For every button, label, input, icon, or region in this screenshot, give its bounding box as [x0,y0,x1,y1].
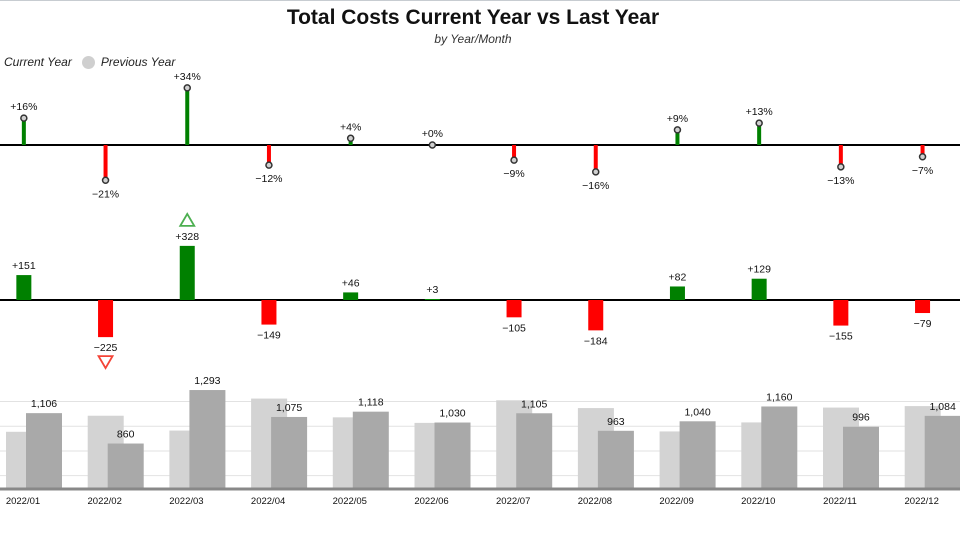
abs-label-2022/08: −184 [584,335,608,347]
pct-label-2022/09: +9% [667,113,688,125]
abs-label-2022/12: −79 [914,318,932,330]
value-label-2022/01: 1,106 [31,398,57,410]
value-label-2022/03: 1,293 [194,375,220,387]
pct-label-2022/03: +34% [174,71,201,83]
max-marker-icon [178,212,196,227]
pct-label-2022/12: −7% [912,165,933,177]
value-label-2022/09: 1,040 [684,406,710,418]
pct-pin-head-2022/11 [837,163,845,171]
cur-bar-2022/06 [434,422,471,488]
value-label-2022/12: 1,084 [930,401,956,413]
abs-bar-2022/09 [669,286,685,300]
x-tick-2022/12: 2022/12 [905,496,939,507]
cur-bar-2022/07 [516,413,553,488]
abs-bar-2022/11 [833,300,849,326]
cur-bar-2022/05 [352,411,389,488]
pct-pin-head-2022/10 [755,119,763,127]
abs-bar-2022/07 [506,300,522,318]
pct-label-2022/08: −16% [582,180,609,192]
pct-pin-head-2022/05 [346,134,355,143]
x-tick-2022/02: 2022/02 [88,496,122,507]
pct-pin-head-2022/09 [673,126,682,134]
abs-bar-2022/12 [915,300,931,314]
abs-bar-2022/04 [261,300,277,325]
pct-label-2022/10: +13% [746,106,773,118]
pct-pin-head-2022/01 [20,114,28,122]
abs-bar-2022/05 [343,292,359,300]
value-label-2022/10: 1,160 [766,391,792,403]
cur-bar-2022/11 [843,426,879,488]
cur-bar-2022/02 [107,443,144,488]
pct-pin-head-2022/08 [592,168,600,176]
x-tick-2022/03: 2022/03 [169,496,203,507]
cur-bar-2022/03 [189,390,226,488]
value-label-2022/05: 1,118 [358,397,384,409]
pct-label-2022/11: −13% [827,175,854,187]
value-label-2022/08: 963 [607,416,625,428]
cur-bar-2022/09 [679,421,716,488]
legend: Current Year Previous Year [4,55,175,69]
top-border [0,0,960,1]
pct-label-2022/04: −12% [255,173,282,185]
value-label-2022/06: 1,030 [439,408,465,420]
legend-current-label: Current Year [4,55,72,69]
abs-bar-2022/06 [424,299,440,300]
cur-bar-2022/12 [924,415,960,488]
pct-pin-head-2022/12 [918,153,927,161]
pct-label-2022/01: +16% [10,101,37,113]
cur-bar-2022/10 [761,406,798,488]
abs-label-2022/10: +129 [747,264,771,276]
abs-bar-2022/03 [179,245,195,300]
abs-label-2022/07: −105 [502,322,526,334]
pct-pin-head-2022/03 [183,84,191,92]
pct-pin-head-2022/04 [265,161,273,169]
abs-label-2022/04: −149 [257,330,281,342]
x-tick-2022/11: 2022/11 [823,496,857,507]
abs-label-2022/11: −155 [829,331,853,343]
value-label-2022/11: 996 [852,412,870,424]
x-tick-2022/07: 2022/07 [496,496,530,507]
cur-bar-2022/08 [597,430,634,488]
x-tick-2022/04: 2022/04 [251,496,285,507]
x-tick-2022/08: 2022/08 [578,496,612,507]
cur-bar-2022/04 [271,416,308,488]
x-tick-2022/05: 2022/05 [333,496,367,507]
legend-previous-swatch [81,55,95,69]
pct-pin-head-2022/06 [428,141,437,149]
abs-label-2022/09: +82 [669,271,687,283]
pct-pin-head-2022/02 [101,176,110,185]
legend-previous-label: Previous Year [100,55,176,69]
pct-label-2022/07: −9% [503,168,524,180]
abs-bar-2022/01 [16,275,32,300]
x-tick-2022/10: 2022/10 [741,496,775,507]
value-label-2022/02: 860 [117,429,135,441]
value-label-2022/04: 1,075 [276,402,302,414]
abs-label-2022/03: +328 [175,231,199,243]
chart-subtitle: by Year/Month [434,32,512,46]
abs-bar-2022/08 [588,300,604,331]
chart-title: Total Costs Current Year vs Last Year [286,6,660,29]
pct-pin-head-2022/07 [510,156,518,164]
abs-label-2022/06: +3 [426,284,438,296]
pct-label-2022/06: +0% [422,128,443,140]
pct-label-2022/05: +4% [340,121,361,133]
x-tick-2022/01: 2022/01 [6,496,40,507]
min-marker-icon [96,355,115,370]
pct-label-2022/02: −21% [92,188,119,200]
cur-bar-2022/01 [26,413,62,488]
abs-label-2022/02: −225 [94,342,118,354]
x-tick-2022/06: 2022/06 [414,496,448,507]
abs-bar-2022/10 [751,278,767,300]
abs-bar-2022/02 [98,300,114,338]
value-label-2022/07: 1,105 [521,398,547,410]
x-tick-2022/09: 2022/09 [659,496,693,507]
abs-label-2022/05: +46 [342,277,360,289]
abs-label-2022/01: +151 [12,260,36,272]
